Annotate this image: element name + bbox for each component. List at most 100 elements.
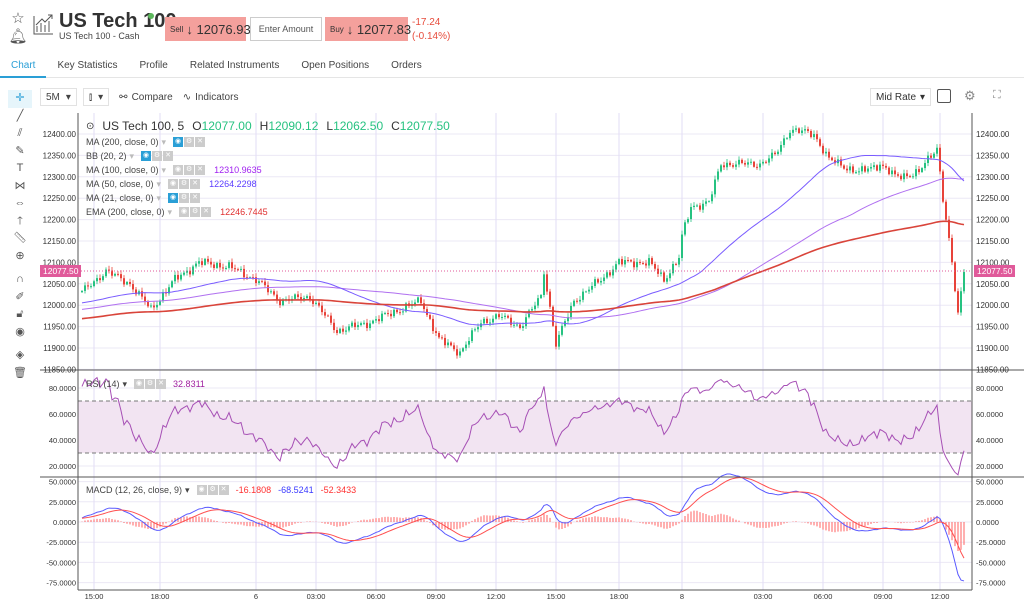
candle [732,165,734,167]
sell-button[interactable]: Sell ↓ 12076.93 [165,17,251,41]
gear-icon[interactable]: ⚙ [179,179,190,189]
crosshair-icon[interactable]: ✛ [8,90,32,108]
candle [705,201,707,204]
compare-button[interactable]: ⚯ Compare [119,92,173,103]
indicator-label[interactable]: MA (100, close, 0) [86,165,159,175]
candle [672,263,674,274]
candle [207,258,209,262]
indicator-label[interactable]: MA (21, close, 0) [86,193,154,203]
measure-icon[interactable]: ⇔ [14,197,26,209]
settings-gear-icon[interactable]: ⚙ [964,88,976,103]
alert-bell-icon[interactable]: 🔔︎ [8,28,28,45]
price-tick-label: 12200.00 [43,216,77,225]
candle [504,315,506,318]
eye-icon[interactable]: ◉ [141,151,152,161]
eye-icon[interactable]: ◉ [134,379,145,389]
rsi-label[interactable]: RSI (14) [86,379,120,389]
tab-chart[interactable]: Chart [0,56,47,78]
eye-icon[interactable]: ◉ [173,165,184,175]
eye-icon[interactable]: ◉ [15,325,25,338]
text-tool-icon[interactable]: T [16,162,24,174]
caret-down-icon[interactable]: ▾ [167,206,173,217]
close-icon[interactable]: ✕ [195,137,206,147]
pattern-icon[interactable]: ⋈ [14,179,26,192]
tab-profile[interactable]: Profile [139,60,168,71]
price-chart[interactable]: 12400.00 12400.00 12350.00 12350.00 12300.00… [40,113,1024,603]
symbol-label[interactable]: US Tech 100, 5 [102,119,185,133]
macd-label[interactable]: MACD (12, 26, close, 9) [86,485,183,495]
fullscreen-icon[interactable]: ⛶ [993,89,1001,101]
eye-icon[interactable]: ◉ [168,193,179,203]
brush-icon[interactable]: ✎ [15,144,25,157]
candle [603,277,605,281]
close-icon[interactable]: ✕ [190,193,201,203]
price-tick-label: 12150.00 [43,237,77,246]
arrow-up-icon[interactable]: 🡑 [17,214,23,227]
candle [219,262,221,268]
tab-orders[interactable]: Orders [391,60,422,71]
indicator-label[interactable]: BB (20, 2) [86,151,127,161]
eye-icon[interactable]: ◉ [196,485,207,495]
gear-icon[interactable]: ⚙ [184,137,195,147]
candle [684,222,686,235]
chart-growth-icon[interactable] [32,12,54,36]
pitchfork-icon[interactable]: ⫽ [17,127,23,139]
gear-icon[interactable]: ⚙ [152,151,163,161]
caret-down-icon[interactable]: ▾ [161,136,167,147]
price-tick-label: 12050.00 [43,280,77,289]
close-icon[interactable]: ✕ [218,485,229,495]
gear-icon[interactable]: ⚙ [190,207,201,217]
chart-type-select[interactable]: ⫾ ▾ [82,88,110,106]
tab-key-statistics[interactable]: Key Statistics [57,60,118,71]
candle [888,167,890,175]
tab-related-instruments[interactable]: Related Instruments [189,60,280,71]
buy-button[interactable]: Buy ↓ 12077.83 [325,17,411,41]
amount-input[interactable]: Enter Amount [250,17,322,41]
trend-line-icon[interactable]: ╱ [16,109,24,122]
indicator-label[interactable]: EMA (200, close, 0) [86,207,165,217]
candle [726,162,728,168]
close-icon[interactable]: ✕ [201,207,212,217]
eye-icon[interactable]: ◉ [168,179,179,189]
candle [501,317,503,319]
candle [816,134,818,140]
close-icon[interactable]: ✕ [156,379,167,389]
candle [123,278,125,285]
candle [834,160,836,164]
zoom-in-icon[interactable]: ⊕ [15,249,25,262]
time-tick-label: 06:00 [814,592,833,601]
gear-icon[interactable]: ⚙ [184,165,195,175]
magnet-icon[interactable]: ∩ [16,273,24,285]
caret-down-icon[interactable]: ▾ [161,164,167,175]
candle [381,313,383,322]
ruler-icon[interactable]: 📏︎ [13,232,27,244]
star-icon[interactable]: ☆ [11,10,25,27]
layers-icon[interactable]: ◈ [15,349,25,361]
close-icon[interactable]: ✕ [195,165,206,175]
close-icon[interactable]: ✕ [163,151,174,161]
layout-toggle-icon[interactable] [937,89,951,103]
collapse-icon[interactable]: ⊙ [86,120,95,132]
indicator-label[interactable]: MA (200, close, 0) [86,137,159,147]
candle [669,273,671,279]
price-type-select[interactable]: Mid Rate ▾ [870,88,932,106]
gear-icon[interactable]: ⚙ [145,379,156,389]
unlock-icon[interactable]: 🔓︎ [16,308,24,320]
eye-icon[interactable]: ◉ [173,137,184,147]
gear-icon[interactable]: ⚙ [207,485,218,495]
indicators-button[interactable]: ∿ Indicators [183,92,239,103]
candle [840,159,842,166]
trash-icon[interactable]: 🗑︎ [13,366,27,379]
gear-icon[interactable]: ⚙ [179,193,190,203]
tab-open-positions[interactable]: Open Positions [301,60,370,71]
caret-down-icon[interactable]: ▾ [129,150,135,161]
candle [696,205,698,207]
caret-down-icon[interactable]: ▾ [156,178,162,189]
caret-down-icon[interactable]: ▾ [156,192,162,203]
interval-select[interactable]: 5M ▾ [40,88,77,106]
candle [912,176,914,178]
indicator-label[interactable]: MA (50, close, 0) [86,179,154,189]
eye-icon[interactable]: ◉ [179,207,190,217]
lock-drawing-icon[interactable]: ✐ [15,290,25,303]
close-icon[interactable]: ✕ [190,179,201,189]
